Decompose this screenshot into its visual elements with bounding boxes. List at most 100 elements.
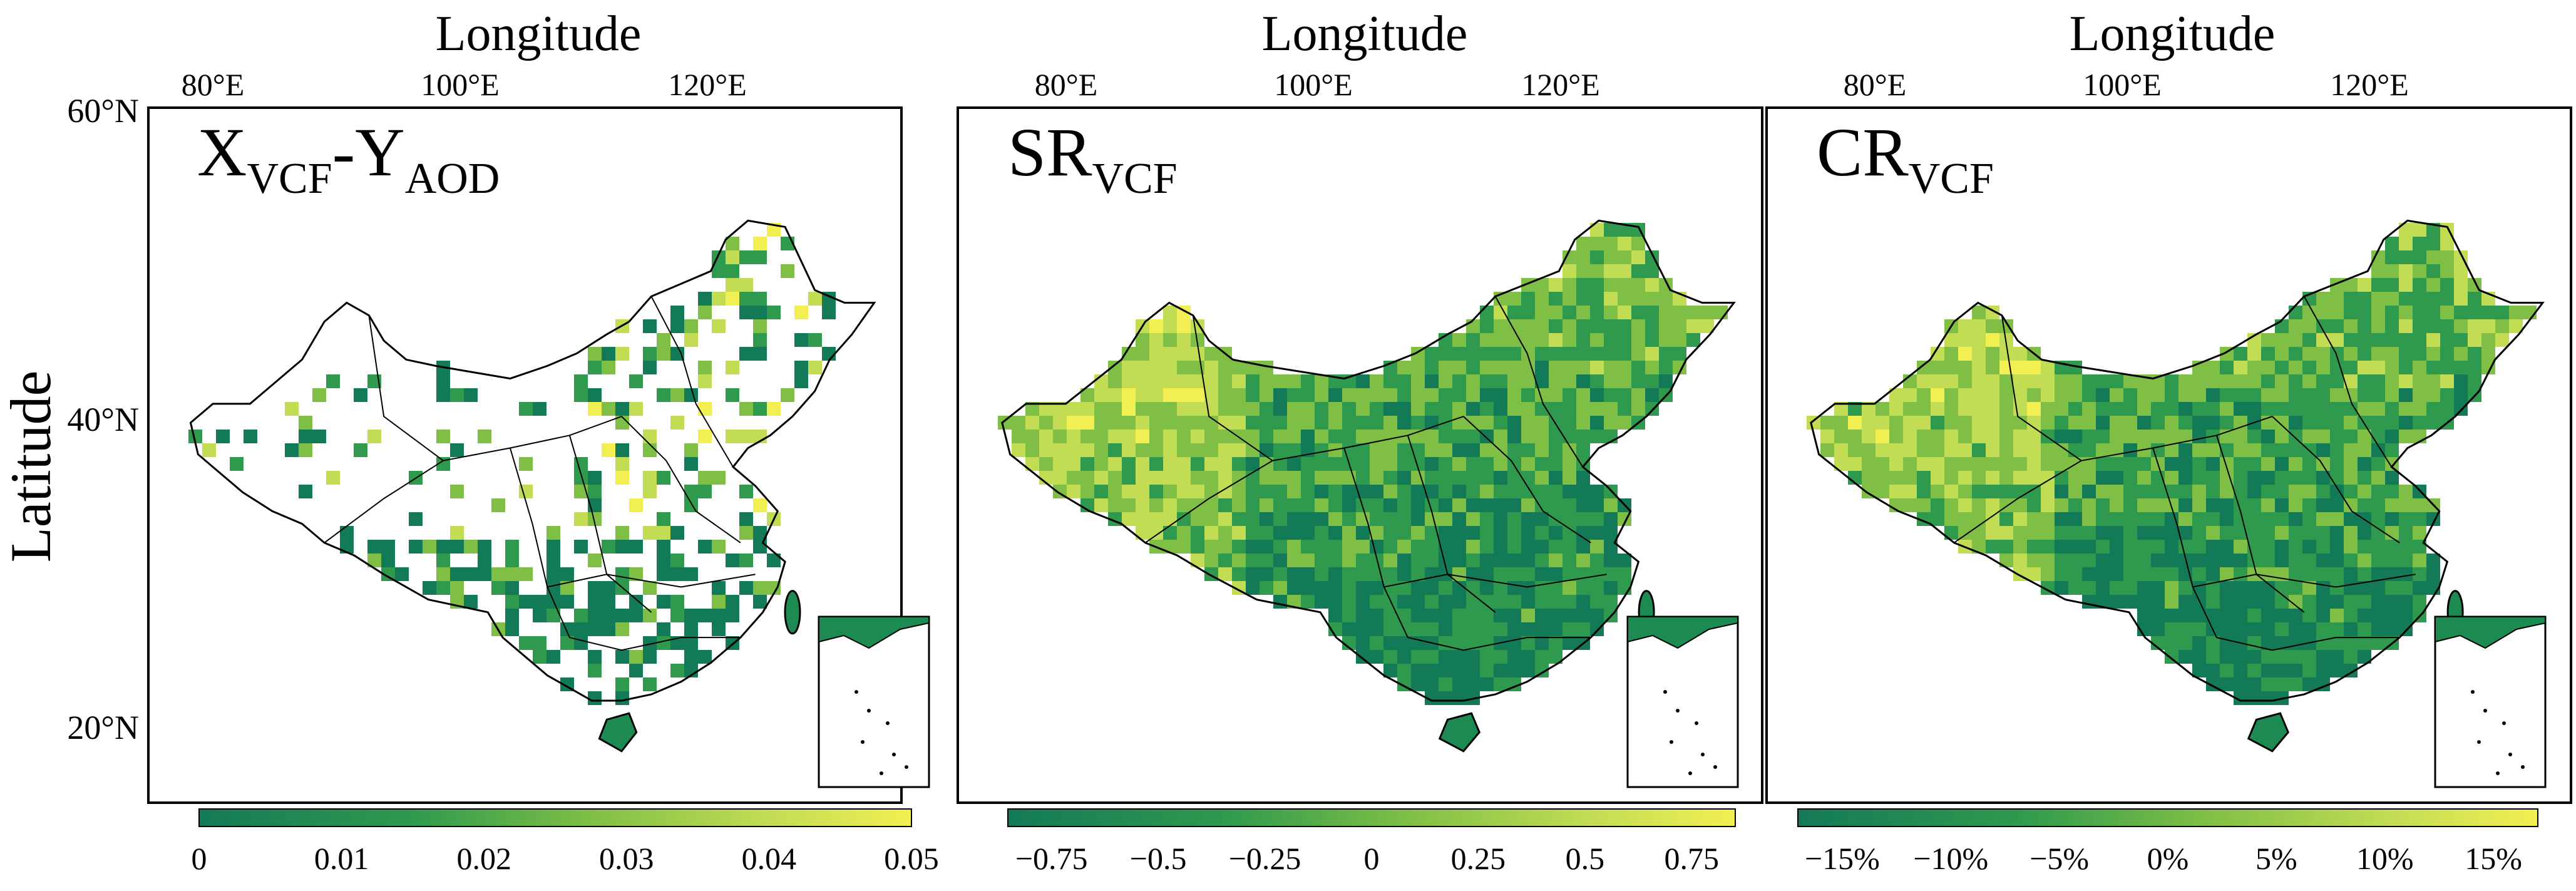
- data-cell: [2302, 374, 2316, 388]
- data-cell: [2082, 540, 2096, 554]
- data-cell: [1521, 319, 1535, 333]
- data-cell: [2192, 540, 2206, 554]
- data-cell: [1425, 361, 1439, 374]
- data-cell: [1260, 388, 1273, 402]
- data-cell: [2041, 485, 2055, 498]
- data-cell: [2302, 319, 2316, 333]
- data-cell: [615, 471, 629, 485]
- data-cell: [2013, 457, 2027, 471]
- data-cell: [2426, 319, 2440, 333]
- data-cell: [1177, 471, 1191, 485]
- data-cell: [2068, 430, 2082, 443]
- data-cell: [1287, 554, 1301, 567]
- data-cell: [1466, 347, 1480, 361]
- data-cell: [1999, 443, 2013, 457]
- data-cell: [1494, 581, 1507, 595]
- data-cell: [2247, 443, 2261, 457]
- data-cell: [1972, 485, 1986, 498]
- data-cell: [1204, 540, 1218, 554]
- data-cell: [1301, 430, 1315, 443]
- data-cell: [519, 402, 533, 416]
- data-cell: [1576, 443, 1590, 457]
- data-cell: [1439, 636, 1452, 650]
- data-cell: [1549, 567, 1563, 581]
- data-cell: [2399, 485, 2413, 498]
- data-cell: [1094, 485, 1108, 498]
- data-cell: [2330, 388, 2344, 402]
- data-cell: [1507, 485, 1521, 498]
- data-cell: [1466, 677, 1480, 691]
- data-cell: [2096, 595, 2110, 609]
- data-cell: [615, 691, 629, 705]
- data-cell: [2316, 595, 2330, 609]
- data-cell: [1972, 512, 1986, 526]
- data-cell: [1618, 319, 1631, 333]
- data-cell: [1590, 540, 1604, 554]
- data-cell: [602, 581, 615, 595]
- data-cell: [588, 402, 602, 416]
- data-cell: [2413, 319, 2426, 333]
- data-cell: [2123, 443, 2137, 457]
- data-cell: [2220, 388, 2234, 402]
- data-cell: [1466, 540, 1480, 554]
- data-cell: [1549, 540, 1563, 554]
- data-cell: [1604, 361, 1618, 374]
- data-cell: [1411, 374, 1425, 388]
- data-cell: [1080, 402, 1094, 416]
- data-cell: [1986, 333, 1999, 347]
- data-cell: [739, 347, 753, 361]
- inset-island: [2483, 709, 2487, 713]
- data-cell: [2220, 374, 2234, 388]
- data-cell: [1549, 554, 1563, 567]
- data-cell: [1535, 540, 1549, 554]
- data-cell: [1356, 416, 1370, 430]
- data-cell: [560, 581, 574, 595]
- data-cell: [1535, 388, 1549, 402]
- data-cell: [423, 540, 436, 554]
- data-cell: [1535, 361, 1549, 374]
- data-cell: [2110, 567, 2123, 581]
- data-cell: [2371, 319, 2385, 333]
- data-cell: [1807, 416, 1820, 430]
- data-cell: [670, 416, 684, 430]
- data-cell: [1521, 498, 1535, 512]
- data-cell: [1604, 237, 1618, 250]
- data-cell: [2275, 402, 2289, 416]
- data-cell: [1218, 402, 1232, 416]
- data-cell: [1507, 430, 1521, 443]
- data-cell: [2399, 292, 2413, 306]
- data-cell: [1397, 498, 1411, 512]
- data-cell: [2275, 664, 2289, 677]
- lon-tick-80e: 80°E: [182, 67, 245, 102]
- data-cell: [1246, 498, 1260, 512]
- data-cell: [1999, 485, 2013, 498]
- data-cell: [2302, 567, 2316, 581]
- data-cell: [2289, 664, 2302, 677]
- data-cell: [2192, 609, 2206, 622]
- data-cell: [2358, 306, 2371, 319]
- data-cell: [1576, 581, 1590, 595]
- data-cell: [2468, 292, 2481, 306]
- data-cell: [2275, 388, 2289, 402]
- data-cell: [657, 567, 670, 581]
- data-cell: [1315, 430, 1328, 443]
- data-cell: [1903, 443, 1917, 457]
- data-cell: [1397, 388, 1411, 402]
- data-cell: [2068, 512, 2082, 526]
- data-cell: [1328, 595, 1342, 609]
- china-outline: [1001, 219, 1736, 702]
- data-cell: [2178, 416, 2192, 430]
- data-cell: [1067, 457, 1080, 471]
- data-cell: [2206, 388, 2220, 402]
- province-line: [1494, 296, 1584, 468]
- colorbar-tick-label: 0.03: [599, 841, 654, 876]
- data-cell: [2178, 443, 2192, 457]
- data-cell: [1067, 402, 1080, 416]
- data-cell: [698, 650, 712, 664]
- data-cell: [1535, 567, 1549, 581]
- data-cell: [1356, 609, 1370, 622]
- data-cell: [684, 319, 698, 333]
- data-cell: [2013, 374, 2027, 388]
- data-cell: [739, 250, 753, 264]
- data-cell: [1480, 388, 1494, 402]
